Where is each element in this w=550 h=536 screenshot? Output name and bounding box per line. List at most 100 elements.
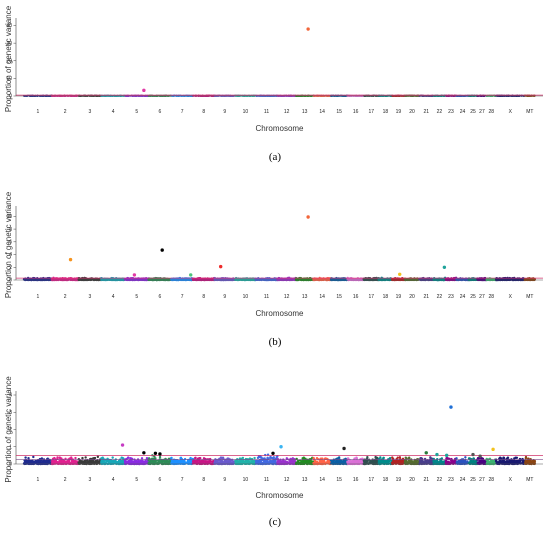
marker-point <box>125 278 128 281</box>
marker-point <box>364 277 367 280</box>
chromosome-20-markers <box>403 277 420 282</box>
y-tick-label: 20 <box>6 58 12 64</box>
x-tick-label: 28 <box>488 109 494 115</box>
x-tick-label: 11 <box>264 294 269 300</box>
x-axis-title: Chromosome <box>255 124 304 133</box>
x-tick-label: 9 <box>223 294 226 300</box>
x-tick-label: 13 <box>302 294 308 300</box>
marker-point <box>267 278 270 281</box>
marker-point <box>254 278 258 281</box>
marker-point <box>354 278 357 281</box>
x-tick-label: 11 <box>264 109 269 115</box>
x-tick-label: 10 <box>243 109 249 115</box>
x-tick-label: 19 <box>396 294 402 300</box>
x-tick-label: 5 <box>135 109 138 115</box>
y-tick-label: 30 <box>6 41 12 47</box>
x-tick-label: 18 <box>383 109 389 115</box>
x-tick-label: 15 <box>336 294 342 300</box>
chromosome-2-markers <box>50 276 80 282</box>
x-tick-label: 2 <box>64 109 67 115</box>
x-tick-label: 5 <box>135 294 138 300</box>
chromosome-13-markers <box>294 276 315 282</box>
chromosome-4-markers <box>100 276 126 282</box>
x-tick-label: X <box>509 109 513 115</box>
chromosome-19-markers <box>390 277 406 282</box>
chromosome-16-markers <box>346 276 366 282</box>
x-tick-label: MT <box>526 109 533 115</box>
y-tick-label: 0 <box>9 94 12 100</box>
x-tick-label: 15 <box>336 109 342 115</box>
x-tick-label: 16 <box>353 294 359 300</box>
marker-point <box>401 278 405 281</box>
x-tick-label: 22 <box>437 109 443 115</box>
y-tick-label: 40 <box>6 23 12 29</box>
x-tick-label: 18 <box>383 294 389 300</box>
chromosome-7-markers <box>170 276 194 282</box>
marker-point <box>216 277 219 280</box>
marker-point <box>23 278 26 281</box>
x-tick-label: 4 <box>112 109 115 115</box>
y-tick-label: 10 <box>6 76 12 82</box>
marker-point <box>209 278 212 281</box>
x-tick-label: 19 <box>396 109 402 115</box>
x-tick-label: 12 <box>284 109 290 115</box>
chromosome-3-markers <box>77 276 103 282</box>
x-tick-label: 13 <box>302 109 308 115</box>
marker-point <box>37 278 40 281</box>
x-tick-label: 9 <box>223 109 226 115</box>
marker-point <box>35 278 38 281</box>
x-tick-label: 3 <box>89 294 92 300</box>
chromosome-17-markers <box>362 276 380 282</box>
x-tick-label: 4 <box>112 294 115 300</box>
x-tick-label: 23 <box>448 109 454 115</box>
marker-point <box>258 278 261 281</box>
x-tick-label: 7 <box>181 294 184 300</box>
x-tick-label: 20 <box>409 109 415 115</box>
chromosome-15-markers <box>329 276 349 282</box>
x-tick-label: 8 <box>202 294 205 300</box>
chromosome-1-markers <box>22 276 53 282</box>
y-axis-title: Proportion of genetic variance <box>4 191 13 298</box>
x-tick-label: 2 <box>64 294 67 300</box>
marker-point <box>65 278 68 281</box>
y-axis-title: Proportion of genetic variance <box>4 5 13 112</box>
chromosome-18-markers <box>377 276 394 282</box>
x-tick-label: 7 <box>181 109 184 115</box>
chromosome-8-markers <box>191 276 216 282</box>
x-tick-label: 17 <box>368 109 374 115</box>
x-tick-label: 1 <box>37 294 40 300</box>
x-tick-label: 1 <box>37 109 40 115</box>
x-tick-label: 21 <box>423 109 429 115</box>
marker-point <box>341 278 344 281</box>
chromosome-10-markers <box>234 276 257 282</box>
chromosome-12-markers <box>276 276 297 282</box>
x-tick-label: 14 <box>319 294 325 300</box>
x-tick-label: 14 <box>319 109 325 115</box>
x-tick-label: 27 <box>479 109 485 115</box>
x-tick-label: 12 <box>284 294 290 300</box>
peak-point-chr-13 <box>306 27 310 31</box>
chromosome-5-markers <box>123 276 150 282</box>
marker-point <box>170 278 174 281</box>
marker-point <box>244 277 247 280</box>
x-tick-label: 17 <box>368 294 374 300</box>
marker-point <box>194 278 198 281</box>
marker-point <box>166 278 169 281</box>
chromosome-9-markers <box>213 276 236 282</box>
chromosome-11-markers <box>254 276 279 282</box>
marker-point <box>280 277 283 280</box>
x-tick-label: 25 <box>470 109 476 115</box>
chromosome-6-markers <box>147 276 173 282</box>
x-tick-label: 3 <box>89 109 92 115</box>
peak-point-chr-5 <box>142 88 146 93</box>
x-tick-label: 8 <box>202 109 205 115</box>
x-tick-label: 16 <box>353 109 359 115</box>
marker-point <box>377 278 381 281</box>
x-tick-label: 24 <box>460 109 466 115</box>
x-tick-label: 6 <box>159 294 162 300</box>
marker-point <box>40 278 43 281</box>
marker-point <box>326 278 330 281</box>
